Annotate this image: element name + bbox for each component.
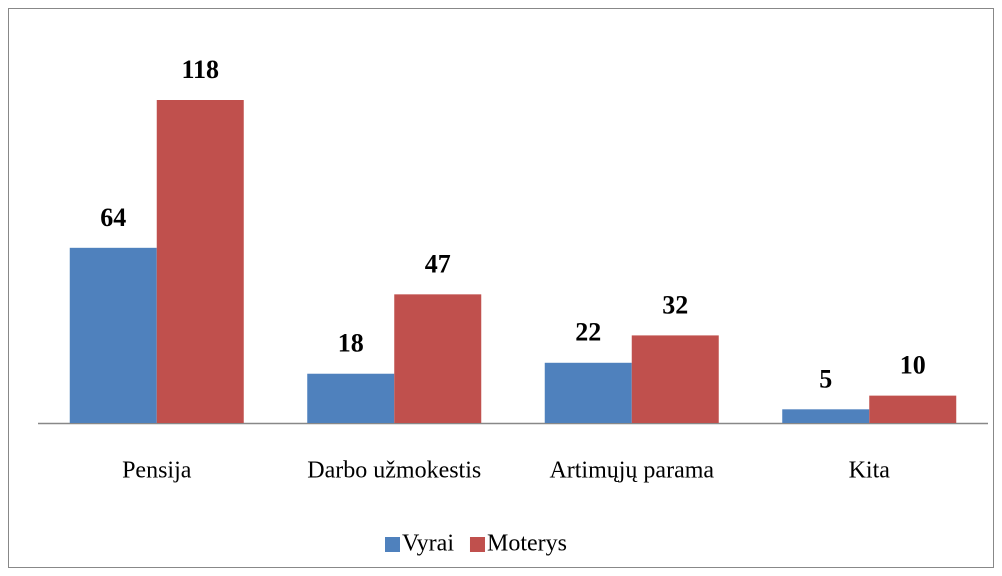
x-tick-label: Kita bbox=[849, 458, 891, 484]
bar bbox=[69, 247, 157, 423]
data-label: 47 bbox=[425, 249, 451, 278]
bar bbox=[156, 100, 244, 423]
bar bbox=[394, 294, 482, 423]
legend-swatch bbox=[385, 537, 400, 552]
data-label: 10 bbox=[900, 351, 926, 380]
data-label: 22 bbox=[575, 318, 601, 347]
bar bbox=[869, 395, 957, 423]
data-label: 5 bbox=[819, 364, 832, 393]
x-tick-label: Artimųjų parama bbox=[549, 458, 714, 484]
x-tick-label: Pensija bbox=[122, 458, 192, 484]
x-tick-label: Darbo užmokestis bbox=[307, 458, 481, 484]
bar bbox=[631, 335, 719, 423]
data-label: 64 bbox=[100, 203, 126, 232]
bar bbox=[782, 409, 870, 423]
legend-swatch bbox=[469, 537, 485, 552]
data-label: 32 bbox=[662, 290, 688, 319]
legend-label: Moterys bbox=[487, 531, 567, 557]
legend-label: Vyrai bbox=[402, 531, 454, 557]
data-label: 118 bbox=[181, 55, 219, 84]
bar bbox=[544, 362, 632, 423]
bar bbox=[307, 373, 395, 423]
data-label: 18 bbox=[338, 329, 364, 358]
